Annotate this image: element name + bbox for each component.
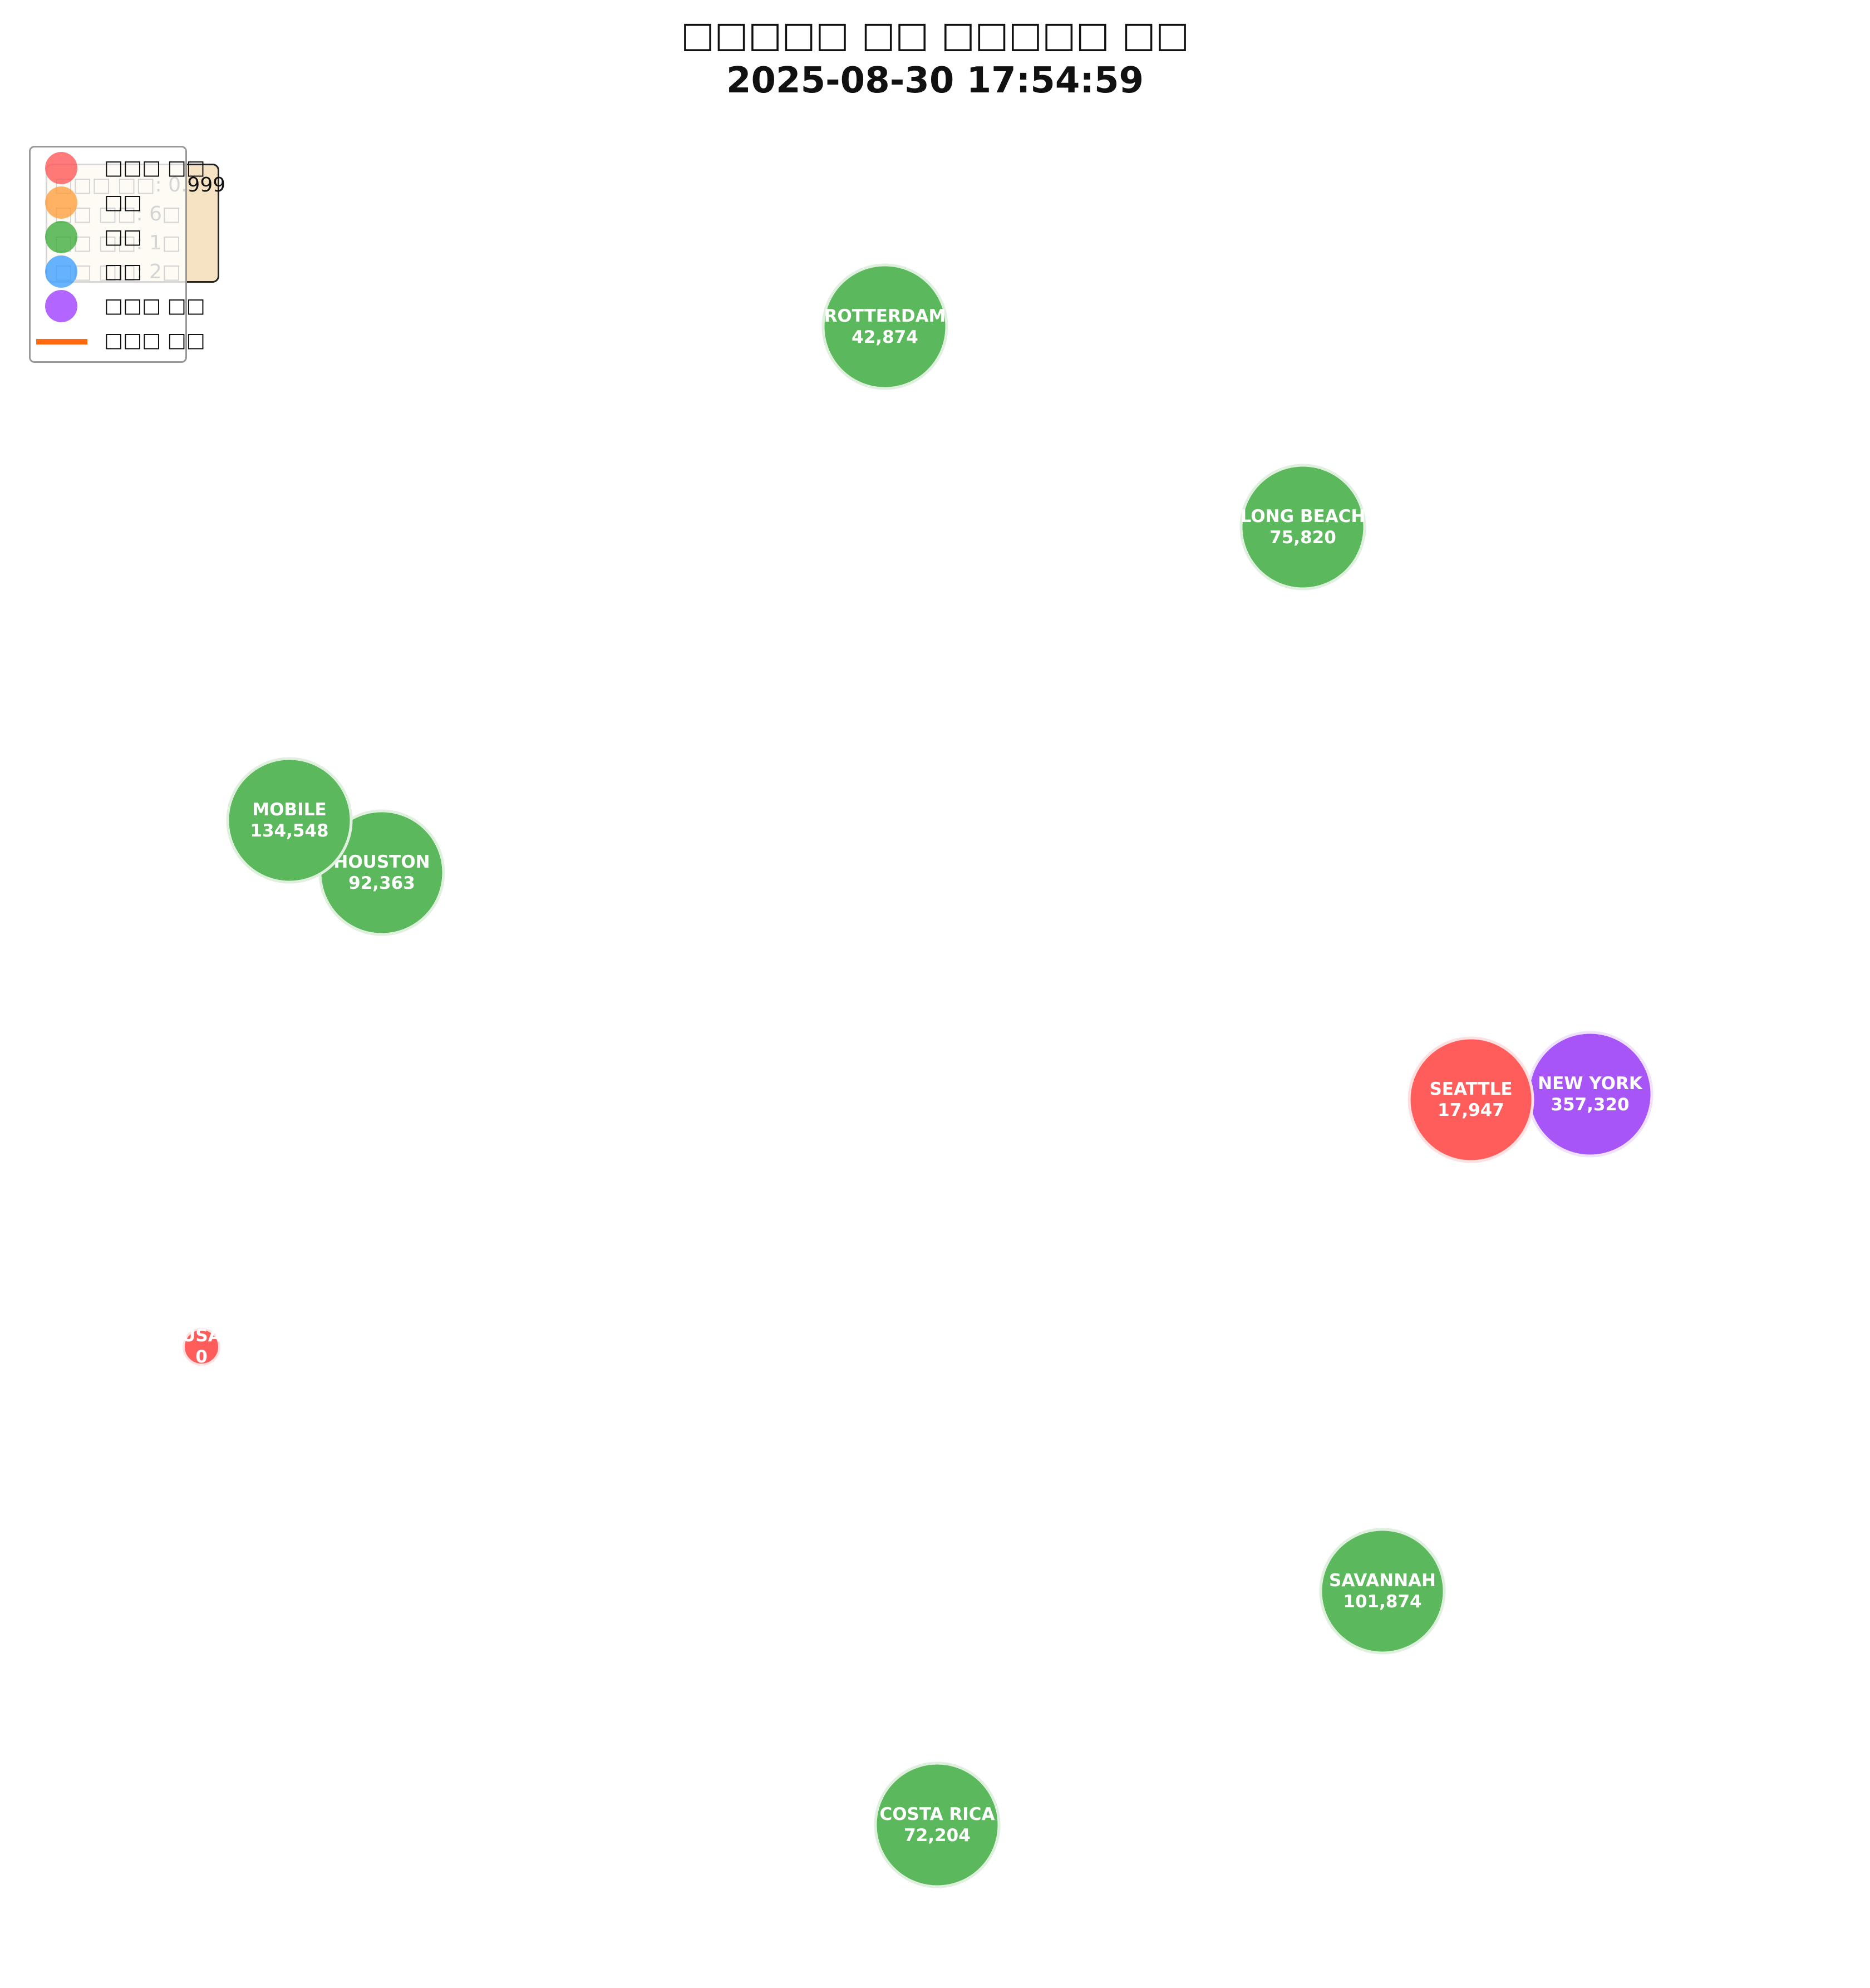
circle-icon — [45, 186, 77, 219]
line-icon — [36, 339, 87, 345]
circle-icon — [45, 255, 77, 288]
node-usa[interactable]: USA 0 — [181, 1326, 222, 1367]
legend-item: □□□ □□ — [31, 151, 205, 185]
node-name: USA — [181, 1326, 222, 1346]
legend-item: □□□ □□ — [31, 323, 205, 358]
legend-item: □□□ □□ — [31, 289, 205, 323]
legend-label: □□ — [104, 191, 142, 214]
legend-item: □□ — [31, 220, 185, 254]
node-seattle[interactable]: SEATTLE 17,947 — [1408, 1036, 1534, 1163]
node-value: 357,320 — [1551, 1095, 1629, 1115]
node-name: ROTTERDAM — [824, 306, 946, 326]
node-value: 134,548 — [250, 821, 328, 841]
node-costa-rica[interactable]: COSTA RICA 72,204 — [874, 1761, 1001, 1888]
circle-icon — [45, 290, 77, 322]
node-name: NEW YORK — [1538, 1074, 1643, 1094]
legend-label: □□ — [104, 225, 142, 248]
node-long-beach[interactable]: LONG BEACH 75,820 — [1239, 464, 1366, 591]
legend-label: □□□ □□ — [104, 156, 205, 179]
node-value: 17,947 — [1438, 1100, 1504, 1120]
node-name: HOUSTON — [333, 852, 430, 872]
legend-label: □□□ □□ — [104, 294, 205, 317]
node-name: SEATTLE — [1429, 1079, 1512, 1099]
node-mobile[interactable]: MOBILE 134,548 — [226, 757, 353, 884]
node-value: 101,874 — [1343, 1592, 1421, 1612]
node-value: 75,820 — [1269, 528, 1336, 548]
node-name: LONG BEACH — [1241, 506, 1366, 526]
node-value: 0 — [195, 1347, 208, 1367]
circle-icon — [45, 221, 77, 253]
node-name: COSTA RICA — [879, 1804, 995, 1824]
node-new-york[interactable]: NEW YORK 357,320 — [1527, 1031, 1654, 1158]
title-line-2: 2025-08-30 17:54:59 — [726, 60, 1144, 101]
node-rotterdam[interactable]: ROTTERDAM 42,874 — [821, 263, 948, 390]
legend-item: □□ — [31, 185, 185, 220]
node-name: MOBILE — [252, 800, 326, 820]
node-value: 92,363 — [348, 873, 415, 893]
title-line-1: □□□□□ □□ □□□□□ □□ — [681, 14, 1189, 56]
node-value: 42,874 — [852, 327, 918, 347]
node-savannah[interactable]: SAVANNAH 101,874 — [1319, 1528, 1446, 1655]
node-value: 72,204 — [904, 1825, 971, 1846]
legend: □□□ □□ □□ □□ □□ □□□ □□ □□□ □□ — [29, 146, 205, 363]
legend-label: □□□ □□ — [104, 329, 205, 352]
chart-title: □□□□□ □□ □□□□□ □□ 2025-08-30 17:54:59 — [0, 12, 1870, 104]
node-name: SAVANNAH — [1329, 1571, 1436, 1591]
legend-item: □□ — [31, 254, 185, 289]
legend-label: □□ — [104, 260, 142, 283]
circle-icon — [45, 152, 77, 184]
